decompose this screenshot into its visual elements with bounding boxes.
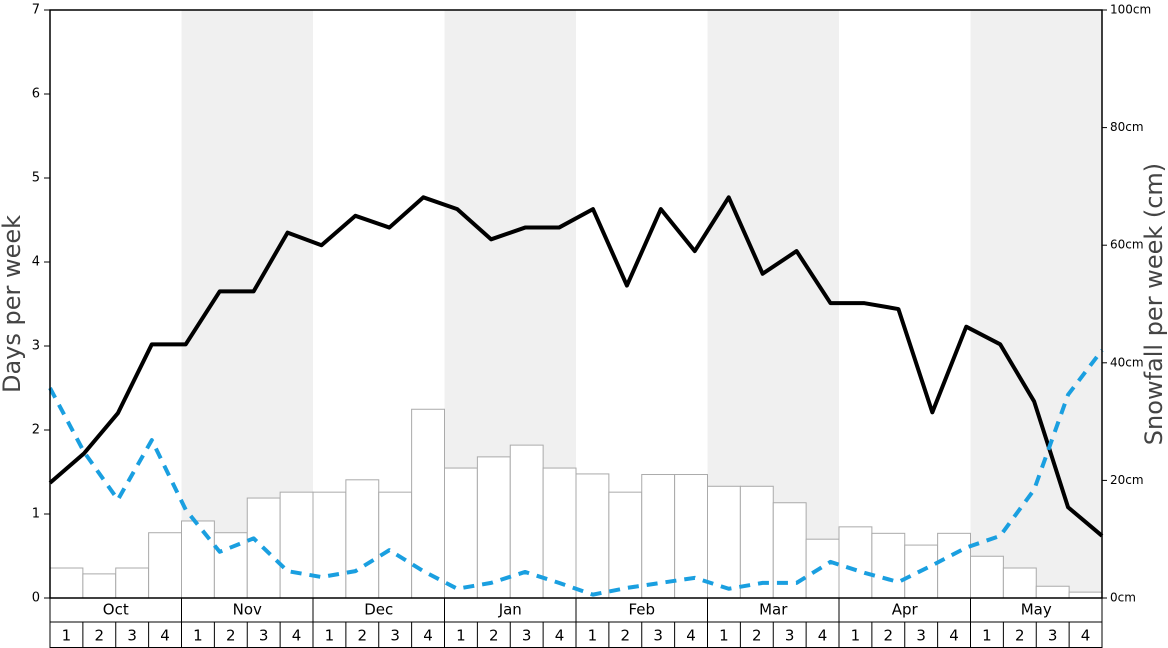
x-tick-label: 3 bbox=[916, 627, 926, 645]
month-label: Apr bbox=[892, 601, 919, 619]
x-tick-label: 3 bbox=[259, 627, 269, 645]
y2-tick-label: 20cm bbox=[1110, 473, 1144, 487]
y-tick-label: 7 bbox=[32, 3, 40, 18]
x-tick-label: 4 bbox=[292, 627, 302, 645]
line bbox=[48, 195, 1104, 538]
x-tick-label: 1 bbox=[193, 627, 203, 645]
bar bbox=[805, 538, 840, 599]
x-tick-label: 2 bbox=[226, 627, 236, 645]
y-axis-label: Days per week bbox=[0, 215, 26, 393]
y2-tick-label: 40cm bbox=[1110, 355, 1144, 369]
x-tick-label: 2 bbox=[95, 627, 105, 645]
bar bbox=[1068, 591, 1103, 599]
bar bbox=[608, 491, 643, 599]
x-tick-label: 3 bbox=[390, 627, 400, 645]
x-tick-label: 2 bbox=[752, 627, 762, 645]
bar bbox=[707, 485, 741, 599]
y-tick-label: 0 bbox=[32, 591, 40, 606]
x-tick-label: 1 bbox=[62, 627, 72, 645]
x-tick-label: 4 bbox=[555, 627, 565, 645]
y2-tick-label: 0cm bbox=[1110, 591, 1136, 605]
bar bbox=[115, 567, 150, 599]
bar bbox=[49, 567, 84, 599]
x-tick-label: 1 bbox=[456, 627, 466, 645]
bar bbox=[1002, 567, 1037, 599]
y-tick-label: 5 bbox=[32, 171, 40, 186]
x-tick-label: 4 bbox=[818, 627, 828, 645]
x-tick-label: 4 bbox=[949, 627, 959, 645]
month-shade bbox=[970, 10, 1102, 598]
x-tick-label: 1 bbox=[982, 627, 992, 645]
x-tick-label: 3 bbox=[522, 627, 532, 645]
bar bbox=[411, 408, 445, 599]
y-tick-label: 6 bbox=[32, 87, 40, 102]
month-label: Jan bbox=[498, 601, 522, 619]
bar bbox=[871, 532, 906, 599]
bar bbox=[1035, 585, 1070, 599]
bar bbox=[575, 473, 610, 599]
bar bbox=[641, 474, 676, 599]
y-tick-label: 2 bbox=[32, 423, 40, 438]
bar bbox=[838, 526, 873, 599]
month-label: Oct bbox=[103, 601, 129, 619]
x-tick-label: 1 bbox=[325, 627, 335, 645]
x-tick-label: 4 bbox=[423, 627, 433, 645]
x-tick-label: 3 bbox=[1048, 627, 1058, 645]
month-label: Mar bbox=[759, 601, 788, 619]
bar bbox=[378, 491, 413, 599]
x-tick-label: 2 bbox=[884, 627, 894, 645]
x-tick-label: 3 bbox=[653, 627, 663, 645]
bar bbox=[476, 456, 511, 599]
bar bbox=[542, 467, 577, 599]
y-tick-label: 1 bbox=[32, 507, 40, 522]
bar bbox=[279, 491, 314, 599]
bar bbox=[937, 532, 971, 599]
x-tick-label: 2 bbox=[358, 627, 368, 645]
x-tick-label: 4 bbox=[160, 627, 170, 645]
bar bbox=[312, 491, 347, 599]
x-tick-label: 1 bbox=[719, 627, 729, 645]
bar bbox=[444, 467, 478, 599]
line bbox=[48, 348, 1104, 597]
y-tick-label: 4 bbox=[32, 255, 40, 270]
month-label: Nov bbox=[233, 601, 262, 619]
month-label: Feb bbox=[628, 601, 655, 619]
y2-tick-label: 80cm bbox=[1110, 120, 1144, 134]
x-tick-label: 2 bbox=[1015, 627, 1025, 645]
x-tick-label: 4 bbox=[686, 627, 696, 645]
x-tick-label: 1 bbox=[588, 627, 598, 645]
x-tick-label: 1 bbox=[851, 627, 861, 645]
x-tick-label: 4 bbox=[1081, 627, 1091, 645]
y2-axis-label: Snowfall per week (cm) bbox=[1140, 163, 1168, 445]
x-tick-label: 3 bbox=[785, 627, 795, 645]
bar bbox=[213, 532, 248, 599]
x-tick-label: 2 bbox=[621, 627, 631, 645]
bar bbox=[181, 520, 215, 599]
y2-tick-label: 60cm bbox=[1110, 238, 1144, 252]
x-tick-label: 2 bbox=[489, 627, 499, 645]
x-tick-label: 3 bbox=[127, 627, 137, 645]
y-tick-label: 3 bbox=[32, 339, 40, 354]
month-label: May bbox=[1021, 601, 1052, 619]
y2-tick-label: 100cm bbox=[1110, 3, 1151, 17]
bar bbox=[970, 555, 1004, 599]
month-label: Dec bbox=[364, 601, 393, 619]
bar bbox=[345, 479, 380, 599]
bar bbox=[82, 573, 117, 599]
bar bbox=[148, 532, 182, 599]
